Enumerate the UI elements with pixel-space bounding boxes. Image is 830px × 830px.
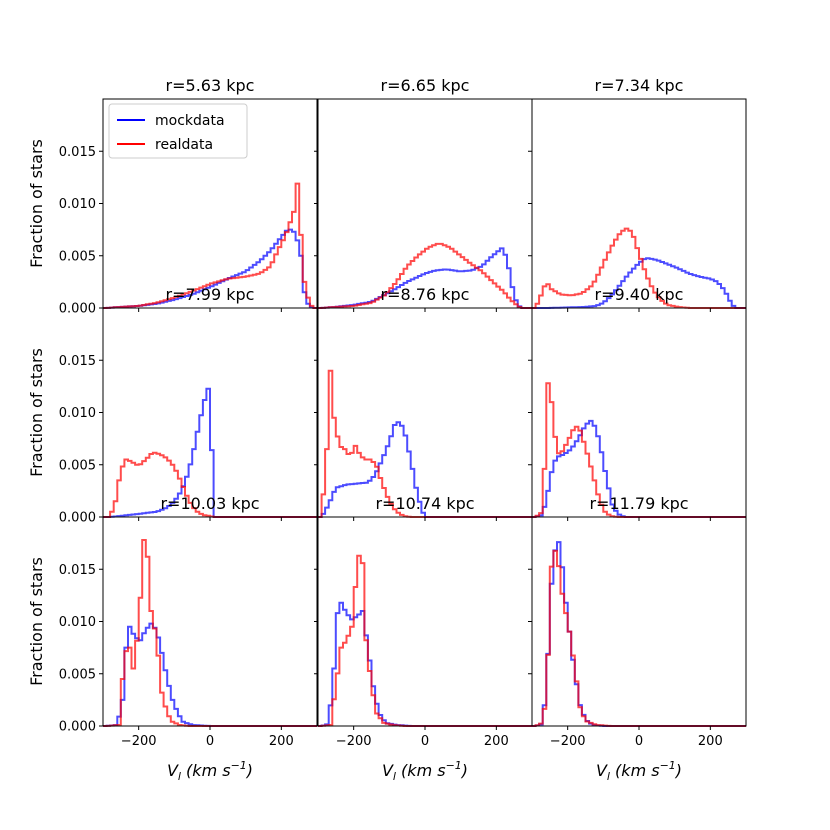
y-tick-label: 0.015 bbox=[59, 563, 96, 578]
histogram-mockdata bbox=[532, 257, 746, 309]
x-axis-label: Vl (km s−1) bbox=[596, 759, 682, 783]
x-tick-label: 200 bbox=[698, 734, 723, 749]
x-tick-label: 0 bbox=[421, 734, 429, 749]
y-tick-label: 0.010 bbox=[59, 197, 96, 212]
legend-label-realdata: realdata bbox=[155, 137, 213, 153]
panel-8: r=10.74 kpc −200 0 200 Vl (km s−1) bbox=[314, 494, 533, 783]
legend-label-mockdata: mockdata bbox=[155, 113, 225, 129]
x-tick-label: −200 bbox=[121, 734, 157, 749]
panel-1: r=5.63 kpc 0.000 0.005 0.010 0.015 Fraction o… bbox=[27, 76, 318, 317]
x-tick-label: 200 bbox=[269, 734, 294, 749]
panel-title: r=11.79 kpc bbox=[589, 494, 688, 513]
panel-title: r=7.34 kpc bbox=[595, 76, 684, 95]
x-tick-label: 200 bbox=[484, 734, 509, 749]
y-axis-label: Fraction of stars bbox=[27, 348, 46, 477]
panel-title: r=9.40 kpc bbox=[595, 285, 684, 304]
x-tick-label: −200 bbox=[336, 734, 372, 749]
panels-layer: r=5.63 kpc 0.000 0.005 0.010 0.015 Fraction o… bbox=[27, 76, 747, 783]
legend: mockdata realdata bbox=[108, 103, 248, 159]
panel-7: r=10.03 kpc 0.000 0.005 0.010 0.015 −200 0 200 F… bbox=[27, 494, 318, 783]
panel-title: r=10.74 kpc bbox=[375, 494, 474, 513]
histogram-realdata bbox=[318, 242, 532, 309]
y-tick-label: 0.005 bbox=[59, 249, 96, 264]
panel-title: r=8.76 kpc bbox=[381, 285, 470, 304]
y-tick-label: 0.005 bbox=[59, 458, 96, 473]
y-tick-label: 0.015 bbox=[59, 145, 96, 160]
x-tick-label: 0 bbox=[206, 734, 214, 749]
x-tick-label: 0 bbox=[635, 734, 643, 749]
y-tick-label: 0.000 bbox=[59, 302, 96, 317]
x-tick-label: −200 bbox=[550, 734, 586, 749]
y-tick-label: 0.010 bbox=[59, 615, 96, 630]
y-tick-label: 0.010 bbox=[59, 406, 96, 421]
y-axis-label: Fraction of stars bbox=[27, 557, 46, 686]
y-tick-label: 0.000 bbox=[59, 720, 96, 735]
panel-title: r=6.65 kpc bbox=[381, 76, 470, 95]
x-axis-label: Vl (km s−1) bbox=[382, 759, 468, 783]
y-tick-label: 0.005 bbox=[59, 667, 96, 682]
panel-title: r=7.99 kpc bbox=[166, 285, 255, 304]
x-axis-label: Vl (km s−1) bbox=[167, 759, 253, 783]
panel-title: r=5.63 kpc bbox=[166, 76, 255, 95]
panel-9: r=11.79 kpc −200 0 200 Vl (km s−1) bbox=[528, 494, 747, 783]
y-tick-label: 0.000 bbox=[59, 511, 96, 526]
y-axis-label: Fraction of stars bbox=[27, 139, 46, 268]
y-tick-label: 0.015 bbox=[59, 354, 96, 369]
histogram-realdata bbox=[103, 182, 317, 309]
panel-title: r=10.03 kpc bbox=[160, 494, 259, 513]
